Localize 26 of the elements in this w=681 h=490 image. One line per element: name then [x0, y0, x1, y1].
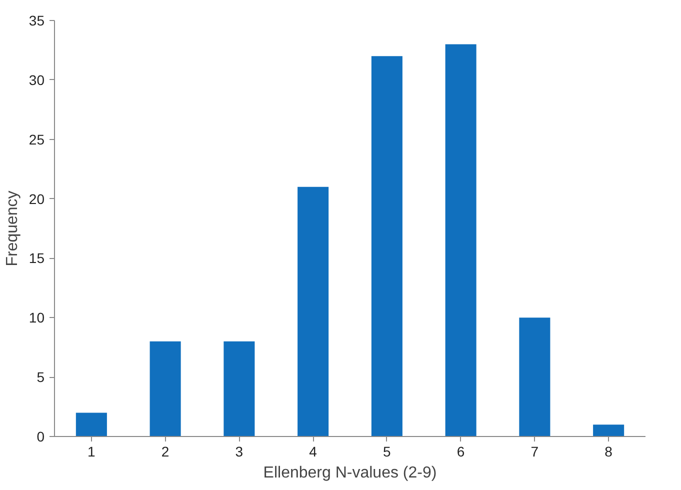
x-tick-label: 2 — [161, 444, 170, 460]
bar — [593, 424, 624, 436]
y-tick-label: 20 — [28, 190, 45, 207]
bar — [224, 341, 255, 436]
bar — [519, 318, 550, 436]
x-axis-title: Ellenberg N-values (2-9) — [263, 464, 437, 482]
x-tick-label: 1 — [88, 444, 96, 460]
x-tick-label: 3 — [235, 444, 244, 460]
x-tick-label: 4 — [309, 444, 318, 460]
y-tick-label: 10 — [28, 310, 45, 326]
x-tick-label: 7 — [530, 444, 539, 460]
bar — [76, 412, 107, 436]
y-tick-label: 25 — [28, 131, 45, 148]
y-tick-label: 5 — [36, 369, 45, 386]
y-axis-title: Frequency — [4, 190, 21, 266]
x-tick-label: 8 — [604, 444, 613, 460]
x-tick-label: 5 — [383, 444, 392, 460]
y-tick-label: 0 — [36, 428, 45, 444]
bar — [298, 186, 329, 436]
y-tick-label: 15 — [28, 250, 45, 266]
bar — [371, 56, 402, 436]
y-tick-label: 35 — [28, 12, 45, 28]
bar — [150, 341, 181, 436]
bar — [445, 44, 476, 436]
y-tick-label: 30 — [28, 72, 45, 88]
x-tick-label: 6 — [456, 444, 465, 460]
